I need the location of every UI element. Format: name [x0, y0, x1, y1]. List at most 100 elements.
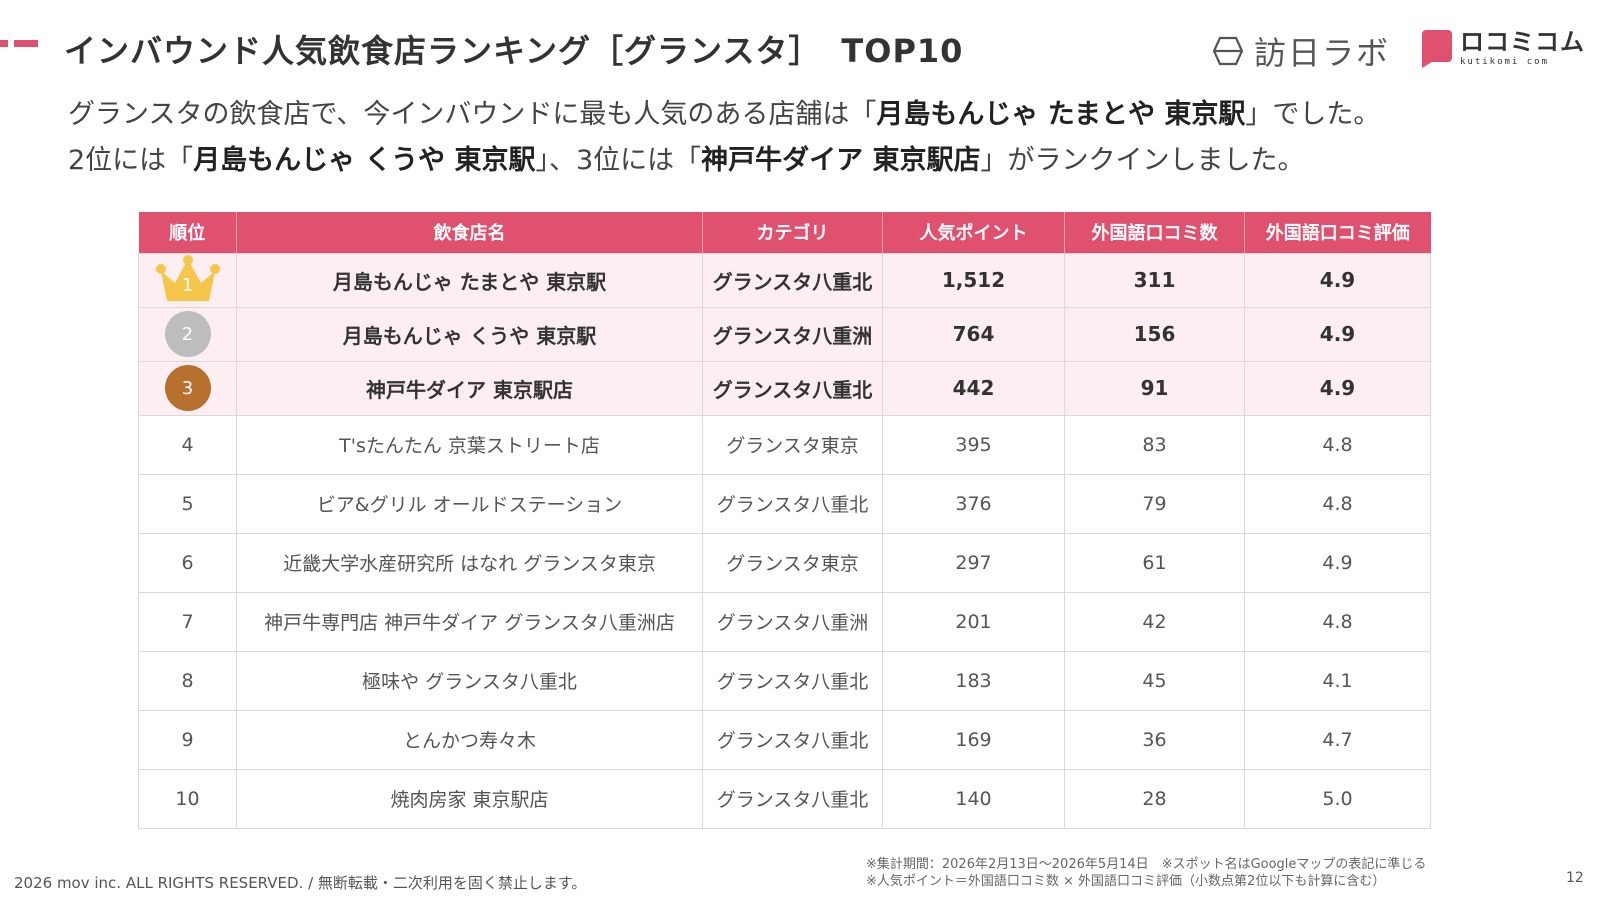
kuchikomi-logo-subtext: kutikomi com [1460, 57, 1550, 67]
reviews-cell: 311 [1064, 252, 1245, 308]
crown-icon: 1 [155, 255, 221, 305]
lead-line2-mid: 」、3位には「 [535, 145, 702, 176]
copyright-notice: 2026 mov inc. ALL RIGHTS RESERVED. / 無断転… [14, 874, 587, 892]
title-accent-bar [0, 40, 38, 47]
rating-cell: 4.8 [1244, 591, 1431, 652]
lead-line1-part: グランスタの飲食店で、今インバウンドに最も人気のある店舗は「 [68, 99, 877, 130]
points-cell: 169 [882, 709, 1065, 770]
bronze-medal-icon: 3 [164, 365, 211, 411]
page-number: 12 [1566, 870, 1584, 886]
reviews-cell: 42 [1064, 591, 1245, 652]
speech-bubble-logo-icon [1422, 30, 1452, 68]
page-title-top10: TOP10 [841, 32, 964, 70]
ranking-table: 順位 飲食店名 カテゴリ 人気ポイント 外国語口コミ数 外国語口コミ評価 1 [138, 212, 1431, 829]
name-cell: 神戸牛専門店 神戸牛ダイア グランスタ八重洲店 [236, 591, 703, 652]
category-cell: グランスタ八重洲 [702, 591, 883, 652]
table-row: 7 神戸牛専門店 神戸牛ダイア グランスタ八重洲店 グランスタ八重洲 201 4… [138, 591, 1431, 652]
category-cell: グランスタ八重北 [702, 650, 883, 711]
reviews-cell: 28 [1064, 768, 1245, 829]
name-cell: ビア&グリル オールドステーション [236, 473, 703, 534]
column-header-points: 人気ポイント [882, 212, 1065, 253]
rank-cell: 1 [138, 252, 237, 308]
houjin-lab-logo: 訪日ラボ [1212, 28, 1390, 74]
category-cell: グランスタ八重北 [702, 473, 883, 534]
footnote-points-formula: ※人気ポイント＝外国語口コミ数 × 外国語口コミ評価（小数点第2位以下も計算に含… [866, 874, 1386, 889]
category-cell: グランスタ東京 [702, 414, 883, 475]
kuchikomi-logo-text: ロコミコム [1460, 28, 1585, 56]
rating-cell: 4.8 [1244, 414, 1431, 475]
table-row: 6 近畿大学水産研究所 はなれ グランスタ東京 グランスタ東京 297 61 4… [138, 532, 1431, 593]
page-title: インバウンド人気飲食店ランキング［グランスタ］ TOP10 [64, 26, 963, 72]
name-cell: 月島もんじゃ たまとや 東京駅 [236, 252, 703, 308]
lead-line-2: 2位には「月島もんじゃ くうや 東京駅」、3位には「神戸牛ダイア 東京駅店」がラ… [68, 138, 1380, 184]
column-header-name: 飲食店名 [236, 212, 703, 253]
name-cell: 焼肉房家 東京駅店 [236, 768, 703, 829]
reviews-cell: 79 [1064, 473, 1245, 534]
lead-line-1: グランスタの飲食店で、今インバウンドに最も人気のある店舗は「月島もんじゃ たまと… [68, 92, 1380, 138]
lead-rank2-name: 月島もんじゃ くうや 東京駅 [193, 145, 536, 176]
rank-cell: 9 [138, 709, 237, 770]
rating-cell: 4.7 [1244, 709, 1431, 770]
table-row: 10 焼肉房家 東京駅店 グランスタ八重北 140 28 5.0 [138, 768, 1431, 829]
category-cell: グランスタ八重北 [702, 768, 883, 829]
rating-cell: 5.0 [1244, 768, 1431, 829]
name-cell: T'sたんたん 京葉ストリート店 [236, 414, 703, 475]
reviews-cell: 45 [1064, 650, 1245, 711]
column-header-category: カテゴリ [702, 212, 883, 253]
points-cell: 442 [882, 360, 1065, 416]
rank-cell: 10 [138, 768, 237, 829]
rank-number: 1 [181, 275, 194, 296]
category-cell: グランスタ八重北 [702, 252, 883, 308]
lead-line2-part: 2位には「 [68, 145, 194, 176]
name-cell: 神戸牛ダイア 東京駅店 [236, 360, 703, 416]
name-cell: 近畿大学水産研究所 はなれ グランスタ東京 [236, 532, 703, 593]
category-cell: グランスタ東京 [702, 532, 883, 593]
rank-cell: 4 [138, 414, 237, 475]
footnotes: ※集計期間：2026年2月13日〜2026年5月14日 ※スポット名はGoogl… [866, 856, 1426, 890]
lead-text: グランスタの飲食店で、今インバウンドに最も人気のある店舗は「月島もんじゃ たまと… [68, 92, 1380, 184]
table-row: 8 極味や グランスタ八重北 グランスタ八重北 183 45 4.1 [138, 650, 1431, 711]
category-cell: グランスタ八重北 [702, 360, 883, 416]
kuchikomi-com-logo: ロコミコム kutikomi com [1422, 28, 1585, 68]
points-cell: 764 [882, 306, 1065, 362]
points-cell: 140 [882, 768, 1065, 829]
rating-cell: 4.9 [1244, 306, 1431, 362]
table-row: 3 神戸牛ダイア 東京駅店 グランスタ八重北 442 91 4.9 [138, 360, 1431, 416]
rank-cell: 8 [138, 650, 237, 711]
rating-cell: 4.8 [1244, 473, 1431, 534]
reviews-cell: 156 [1064, 306, 1245, 362]
rank-cell: 2 [138, 306, 237, 362]
name-cell: 月島もんじゃ くうや 東京駅 [236, 306, 703, 362]
points-cell: 183 [882, 650, 1065, 711]
points-cell: 201 [882, 591, 1065, 652]
rating-cell: 4.9 [1244, 252, 1431, 308]
rank-cell: 7 [138, 591, 237, 652]
rating-cell: 4.9 [1244, 360, 1431, 416]
column-header-reviews: 外国語口コミ数 [1064, 212, 1245, 253]
table-row: 2 月島もんじゃ くうや 東京駅 グランスタ八重洲 764 156 4.9 [138, 306, 1431, 362]
reviews-cell: 83 [1064, 414, 1245, 475]
reviews-cell: 36 [1064, 709, 1245, 770]
houjin-lab-logo-icon [1212, 36, 1244, 66]
points-cell: 376 [882, 473, 1065, 534]
name-cell: とんかつ寿々木 [236, 709, 703, 770]
houjin-lab-logo-text: 訪日ラボ [1254, 34, 1391, 72]
lead-rank3-name: 神戸牛ダイア 東京駅店 [701, 145, 981, 176]
table-header-row: 順位 飲食店名 カテゴリ 人気ポイント 外国語口コミ数 外国語口コミ評価 [138, 212, 1431, 253]
table-row: 1 月島もんじゃ たまとや 東京駅 グランスタ八重北 1,512 311 4.9 [138, 252, 1431, 308]
table-row: 5 ビア&グリル オールドステーション グランスタ八重北 376 79 4.8 [138, 473, 1431, 534]
rating-cell: 4.9 [1244, 532, 1431, 593]
lead-line1-end: 」でした。 [1245, 99, 1381, 130]
page-title-main: インバウンド人気飲食店ランキング［グランスタ］ [64, 32, 822, 70]
reviews-cell: 61 [1064, 532, 1245, 593]
silver-medal-icon: 2 [164, 311, 211, 357]
footnote-period: ※集計期間：2026年2月13日〜2026年5月14日 ※スポット名はGoogl… [866, 857, 1427, 872]
column-header-rating: 外国語口コミ評価 [1244, 212, 1431, 253]
reviews-cell: 91 [1064, 360, 1245, 416]
rating-cell: 4.1 [1244, 650, 1431, 711]
category-cell: グランスタ八重洲 [702, 306, 883, 362]
column-header-rank: 順位 [138, 212, 237, 253]
rank-cell: 3 [138, 360, 237, 416]
category-cell: グランスタ八重北 [702, 709, 883, 770]
points-cell: 297 [882, 532, 1065, 593]
